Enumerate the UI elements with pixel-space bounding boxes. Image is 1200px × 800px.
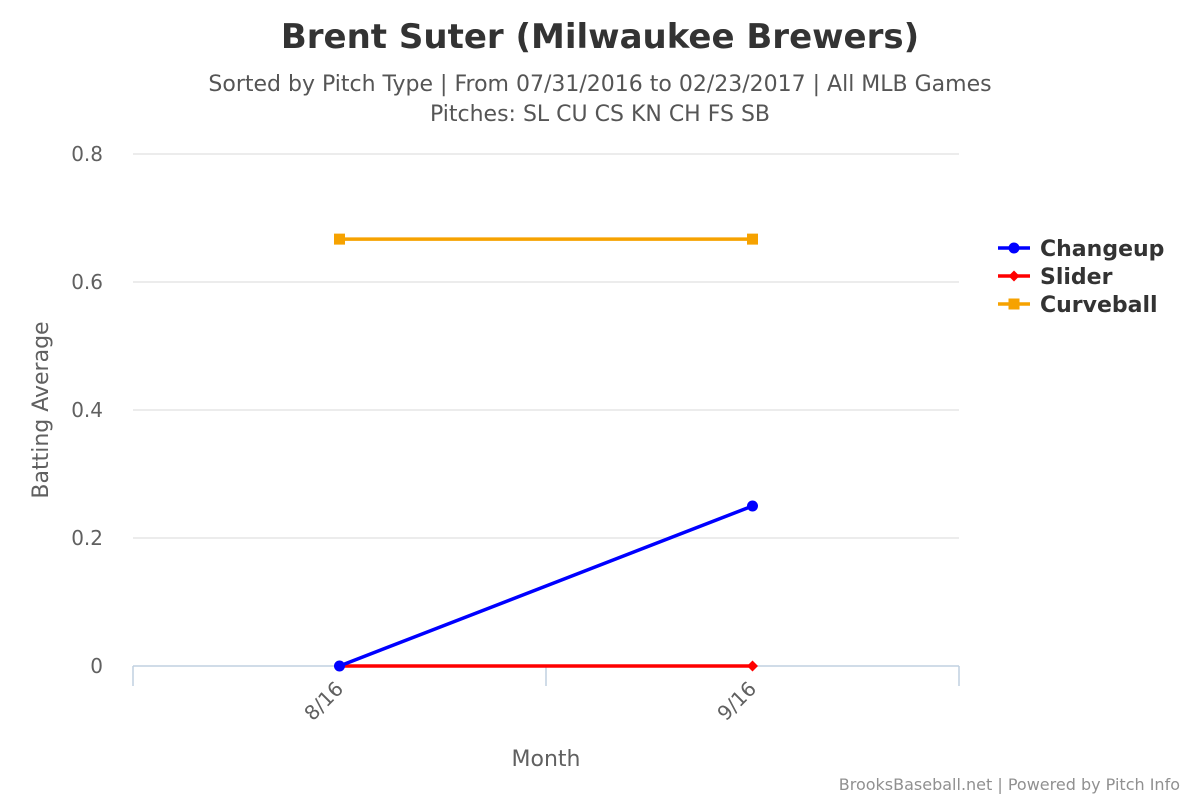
data-point-slider [747, 660, 758, 672]
series-markers [334, 233, 758, 672]
x-axis [132, 665, 960, 686]
legend-label-slider: Slider [1040, 265, 1113, 290]
y-tick-label: 0.8 [71, 142, 103, 166]
legend-marker-curveball [1008, 298, 1020, 310]
legend-marker-changeup [1008, 242, 1020, 254]
data-point-changeup [747, 500, 758, 512]
grid-lines [133, 153, 959, 539]
x-tick-label: 8/16 [299, 677, 348, 726]
y-axis-tick-labels: 0 0.2 0.4 0.6 0.8 [71, 142, 103, 678]
chart-subtitle-line-2: Pitches: SL CU CS KN CH FS SB [430, 102, 770, 127]
legend: Changeup Slider Curveball [998, 237, 1164, 318]
y-axis-title: Batting Average [29, 321, 54, 498]
x-axis-tick-labels: 8/16 9/16 [299, 677, 761, 726]
y-tick-label: 0 [90, 654, 103, 678]
y-tick-label: 0.6 [71, 270, 103, 294]
x-axis-title: Month [512, 747, 581, 772]
legend-label-curveball: Curveball [1040, 293, 1158, 318]
credits[interactable]: BrooksBaseball.net | Powered by Pitch In… [839, 775, 1180, 794]
series-lines [337, 237, 755, 668]
data-point-changeup [334, 660, 345, 672]
x-tick-label: 9/16 [712, 677, 761, 726]
data-point-curveball [747, 233, 758, 245]
y-tick-label: 0.4 [71, 398, 103, 422]
y-tick-label: 0.2 [71, 526, 103, 550]
chart-subtitle-line-1: Sorted by Pitch Type | From 07/31/2016 t… [208, 72, 991, 97]
legend-marker-slider [1008, 270, 1020, 282]
chart-title: Brent Suter (Milwaukee Brewers) [281, 17, 919, 57]
data-point-curveball [334, 233, 345, 245]
series-line-changeup [337, 504, 755, 668]
legend-label-changeup: Changeup [1040, 237, 1164, 262]
